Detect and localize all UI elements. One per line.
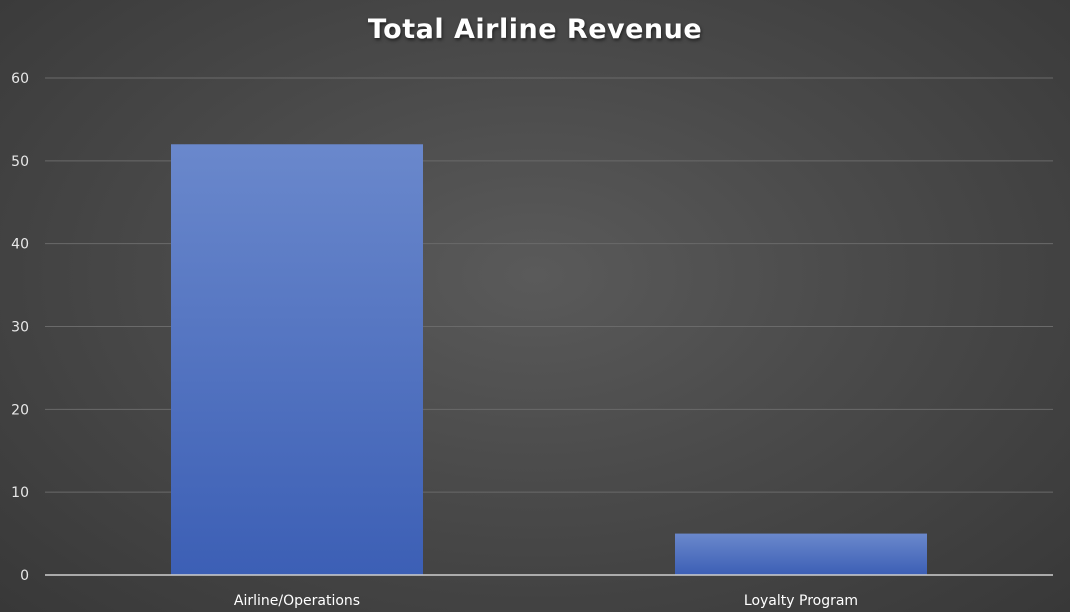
y-tick-label: 50 (11, 154, 29, 170)
x-category-label: Airline/Operations (234, 593, 360, 609)
y-tick-label: 20 (11, 402, 29, 418)
x-category-label: Loyalty Program (744, 593, 858, 609)
labels: 0 10 20 30 40 50 60 Airline/Operations Loyalty P… (11, 71, 858, 609)
bar (675, 533, 927, 575)
y-tick-label: 0 (20, 568, 29, 584)
chart-title: Total Airline Revenue (367, 14, 703, 45)
y-tick-label: 60 (11, 71, 29, 87)
bars (171, 144, 927, 575)
y-tick-label: 40 (11, 237, 29, 253)
y-tick-label: 30 (11, 320, 29, 336)
y-tick-label: 10 (11, 485, 29, 501)
bar (171, 144, 423, 575)
